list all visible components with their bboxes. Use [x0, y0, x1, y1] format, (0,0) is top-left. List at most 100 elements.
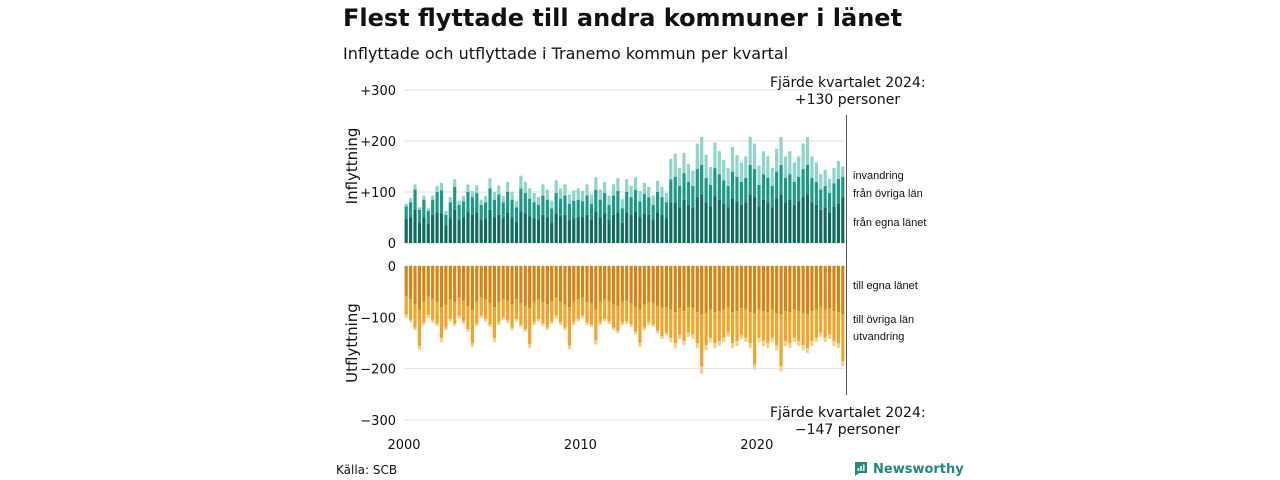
outflow-bar-segment: [775, 266, 779, 314]
inflow-bar-segment: [514, 201, 519, 208]
inflow-bar-segment: [567, 194, 571, 204]
outflow-bar-segment: [466, 306, 470, 330]
outflow-bar-segment: [435, 323, 439, 327]
outflow-bar-segment: [404, 266, 408, 297]
inflow-bar-segment: [497, 194, 501, 215]
outflow-bar-segment: [722, 309, 726, 338]
inflow-bar-segment: [761, 199, 766, 243]
annotation-outflow: Fjärde kvartalet 2024: −147 personer: [770, 405, 926, 439]
outflow-bar-segment: [801, 266, 805, 314]
inflow-bar-segment: [492, 199, 496, 218]
y-tick-label: −300: [360, 414, 396, 429]
inflow-bar-segment: [470, 190, 474, 198]
inflow-bar-segment: [629, 197, 633, 215]
outflow-bar-segment: [805, 314, 810, 349]
inflow-bar-segment: [431, 199, 435, 215]
inflow-bar-segment: [475, 185, 479, 194]
inflow-bar-segment: [603, 181, 607, 194]
outflow-bar-segment: [453, 301, 457, 324]
outflow-bar-segment: [470, 266, 474, 310]
outflow-bar-segment: [642, 266, 646, 305]
inflow-bar-segment: [523, 213, 527, 243]
inflow-bar-segment: [682, 173, 686, 200]
inflow-bar-segment: [589, 194, 594, 204]
outflow-bar-segment: [589, 324, 594, 328]
inflow-bar-segment: [554, 213, 558, 243]
outflow-bar-segment: [488, 266, 492, 303]
labels: Inflyttning från egna länet från övriga lä…: [343, 115, 926, 395]
inflow-bar-segment: [669, 202, 673, 243]
outflow-bar-segment: [819, 266, 823, 308]
inflow-bar-segment: [695, 197, 699, 243]
inflow-bar-segment: [603, 193, 607, 214]
inflow-bar-segment: [700, 136, 704, 165]
outflow-bar-segment: [536, 266, 541, 300]
inflow-bar-segment: [519, 211, 523, 243]
outflow-bar-segment: [695, 343, 699, 349]
outflow-bar-segment: [655, 306, 660, 331]
outflow-bar-segment: [616, 266, 620, 307]
inflow-bar-segment: [506, 212, 510, 243]
inflow-bar-segment: [439, 213, 444, 243]
outflow-bar-segment: [832, 340, 836, 347]
outflow-bar-segment: [739, 266, 743, 309]
outflow-bar-segment: [461, 300, 466, 322]
inflow-bar-segment: [607, 204, 611, 221]
inflow-bar-segment: [841, 176, 845, 198]
inflow-bar-segment: [484, 202, 488, 219]
inflow-bar-segment: [550, 222, 554, 243]
outflow-bar-segment: [545, 304, 549, 328]
inflow-bar-segment: [558, 198, 563, 217]
inflow-bar-segment: [629, 214, 633, 243]
inflow-bar-segment: [536, 204, 541, 221]
outflow-bar-segment: [497, 266, 501, 302]
outflow-bar-segment: [417, 266, 422, 310]
brand-logo[interactable]: Newsworthy: [853, 461, 964, 477]
outflow-bar-segment: [638, 309, 642, 343]
inflow-bar-segment: [594, 211, 598, 243]
outflow-bar-segment: [629, 302, 633, 325]
outflow-bar-segment: [775, 345, 779, 351]
outflow-bar-segment: [550, 266, 554, 301]
inflow-bar-segment: [470, 214, 474, 243]
outflow-bar-segment: [664, 332, 668, 336]
outflow-bar-segment: [532, 322, 536, 326]
outflow-bar-segment: [783, 266, 788, 312]
outflow-bar-segment: [413, 304, 417, 328]
chart-subtitle: Inflyttade och utflyttade i Tranemo komm…: [343, 44, 789, 63]
inflow-bar-segment: [810, 177, 814, 203]
outflow-bar-segment: [585, 322, 589, 326]
inflow-bar-segment: [832, 183, 836, 207]
outflow-bar-segment: [519, 266, 523, 303]
outflow-bar-segment: [810, 340, 814, 347]
inflow-bar-segment: [770, 185, 774, 208]
outflow-bar-segment: [651, 266, 655, 303]
inflow-bar-segment: [585, 214, 589, 243]
outflow-bar-segment: [576, 318, 580, 322]
outflow-bar-segment: [563, 266, 567, 305]
outflow-bar-segment: [797, 340, 801, 347]
axis-ticks: 0 +100 +200 +300 0 −100 −200 −300 2000 2010 2020: [360, 84, 773, 453]
inflow-bar-segment: [585, 184, 589, 196]
outflow-bar-segment: [779, 366, 783, 372]
outflow-bar-segment: [678, 334, 682, 339]
inflow-bar-segment: [757, 206, 761, 243]
outflow-bar-segment: [620, 322, 624, 326]
outflow-bar-segment: [466, 266, 470, 307]
inflow-bar-segment: [448, 202, 452, 219]
outflow-bar-segment: [506, 266, 510, 301]
outflow-bar-segment: [704, 313, 708, 346]
y-tick-label: 0: [388, 237, 396, 252]
outflow-bar-segment: [532, 266, 536, 302]
outflow-bar-segment: [479, 315, 483, 319]
inflow-bar-segment: [673, 176, 677, 203]
inflow-bar-segment: [457, 204, 461, 221]
annotation-outflow-line2: −147 personer: [794, 422, 901, 438]
inflow-bar-segment: [435, 212, 439, 243]
outflow-bar-segment: [841, 314, 845, 361]
outflow-bar-segment: [563, 327, 567, 331]
outflow-bar-segment: [814, 309, 818, 338]
outflow-bar-segment: [523, 266, 527, 307]
inflow-bar-segment: [594, 177, 598, 190]
inflow-bar-segment: [470, 197, 474, 215]
